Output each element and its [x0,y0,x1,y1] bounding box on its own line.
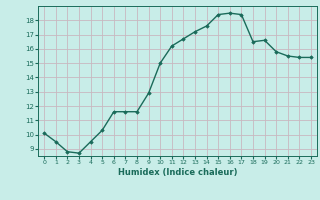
X-axis label: Humidex (Indice chaleur): Humidex (Indice chaleur) [118,168,237,177]
